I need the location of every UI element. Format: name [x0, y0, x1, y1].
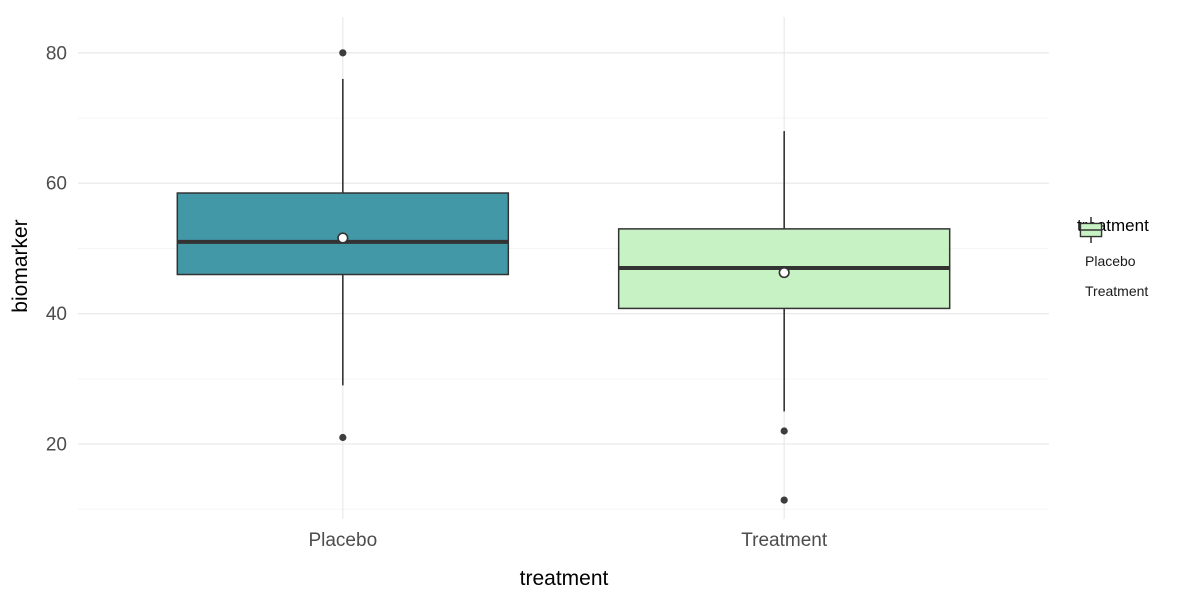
outlier-point	[339, 433, 347, 442]
x-tick-label: Placebo	[308, 530, 377, 551]
x-tick-label: Treatment	[741, 530, 828, 551]
legend-item-placebo: Placebo	[1073, 217, 1200, 276]
y-axis-title: biomarker	[9, 219, 32, 313]
outlier-point	[339, 49, 347, 57]
outlier-point	[780, 427, 788, 435]
boxplot-key-icon	[1079, 217, 1103, 243]
y-tick-label: 40	[46, 304, 67, 325]
y-tick-label: 80	[46, 43, 67, 64]
mean-point	[337, 232, 349, 244]
legend-label-treatment: Treatment	[1085, 283, 1149, 299]
x-axis-title: treatment	[519, 567, 609, 590]
legend-label-placebo: Placebo	[1085, 253, 1136, 269]
legend: treatment Placebo Treatment	[1073, 216, 1200, 306]
y-tick-label: 60	[46, 174, 67, 195]
mean-point	[778, 266, 790, 279]
legend-item-treatment: Treatment	[1073, 217, 1200, 306]
y-tick-label: 20	[46, 435, 67, 456]
outlier-point	[780, 496, 788, 504]
